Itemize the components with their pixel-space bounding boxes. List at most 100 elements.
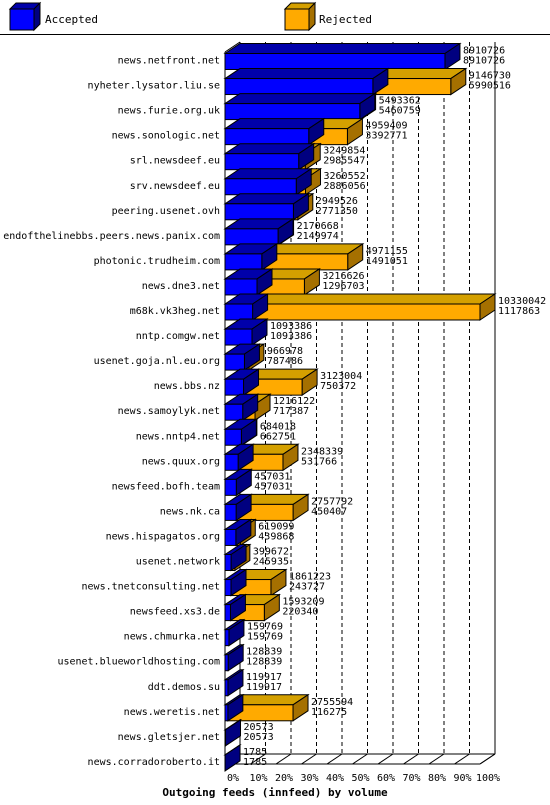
category-label: news.corradoroberto.it: [88, 757, 220, 768]
bar-accepted: [224, 478, 237, 496]
data-label-offered: 2949526: [316, 196, 358, 207]
bar-rejected-top: [250, 293, 497, 305]
bar-accepted: [224, 729, 227, 747]
category-label: news.nntp4.net: [136, 431, 220, 442]
data-label-accepted: 3392771: [365, 131, 407, 142]
x-tick-mark: [301, 753, 317, 765]
data-label-accepted: 243727: [289, 582, 325, 593]
data-label-offered: 9146730: [469, 71, 511, 82]
category-label: ddt.demos.su: [148, 682, 220, 693]
legend-label-accepted: Accepted: [45, 13, 98, 26]
bar-accepted-top: [223, 118, 326, 130]
data-label-offered: 1785: [243, 747, 267, 758]
legend-label-rejected: Rejected: [319, 13, 372, 26]
legend-item-accepted: Accepted: [8, 1, 98, 32]
data-label-offered: 1093386: [270, 321, 312, 332]
data-label-offered: 4959409: [365, 121, 407, 132]
x-tick-mark: [479, 753, 496, 765]
category-label: news.bbs.nz: [154, 381, 220, 392]
category-label: news.samoylyk.net: [118, 406, 220, 417]
x-tick-label: 30%: [300, 773, 318, 784]
x-tick-mark: [428, 753, 445, 765]
category-label: usenet.network: [136, 557, 220, 568]
data-label-offered: 3216626: [322, 271, 364, 282]
bar-accepted-side: [225, 718, 242, 747]
data-label-offered: 1861223: [289, 572, 331, 583]
data-label-accepted: 531766: [301, 456, 337, 467]
category-label: srl.newsdeef.eu: [130, 156, 220, 167]
category-label: news.weretis.net: [124, 707, 220, 718]
data-label-accepted: 1117863: [498, 306, 540, 317]
bar-accepted: [224, 579, 232, 597]
data-label-offered: 128839: [246, 647, 282, 658]
category-label: photonic.trudheim.com: [94, 256, 220, 267]
data-label-offered: 10330042: [498, 296, 546, 307]
category-label: nyheter.lysator.liu.se: [88, 81, 220, 92]
data-label-offered: 8910726: [463, 46, 505, 57]
bar-accepted: [224, 503, 237, 521]
bar-accepted: [224, 629, 230, 647]
data-label-offered: 1593209: [282, 597, 324, 608]
data-label-offered: 3249854: [323, 146, 365, 157]
data-label-offered: 3123004: [320, 371, 362, 382]
x-tick-mark: [454, 753, 470, 765]
data-label-accepted: 1785: [243, 757, 267, 768]
data-label-accepted: 2149974: [297, 231, 339, 242]
data-label-accepted: 1296703: [322, 281, 364, 292]
x-tick-label: 50%: [351, 773, 369, 784]
x-tick-label: 40%: [326, 773, 344, 784]
data-label-offered: 119917: [246, 672, 282, 683]
data-label-accepted: 2886056: [323, 181, 365, 192]
bar-accepted: [224, 203, 294, 221]
category-label: news.dne3.net: [142, 281, 220, 292]
data-label-accepted: 662751: [260, 431, 296, 442]
bar-accepted: [224, 153, 300, 171]
data-label-accepted: 119917: [246, 682, 282, 693]
category-label: news.chmurka.net: [124, 632, 220, 643]
bar-accepted: [224, 303, 254, 321]
data-label-accepted: 2985547: [323, 156, 365, 167]
data-label-accepted: 450407: [311, 506, 347, 517]
category-label: endofthelinebbs.peers.news.panix.com: [3, 231, 220, 242]
data-label-accepted: 5990516: [469, 81, 511, 92]
category-label: srv.newsdeef.eu: [130, 181, 220, 192]
x-tick-label: 80%: [428, 773, 446, 784]
data-label-offered: 2755594: [311, 697, 353, 708]
bar-accepted: [224, 353, 245, 371]
bar-accepted-side: [224, 743, 241, 772]
data-label-accepted: 128839: [246, 657, 282, 668]
category-label: newsfeed.bofh.team: [112, 481, 220, 492]
bar-accepted: [224, 654, 229, 672]
bar-accepted-top: [223, 43, 462, 54]
x-tick-label: 60%: [377, 773, 395, 784]
x-tick-mark: [275, 753, 292, 765]
bar-accepted: [224, 528, 237, 546]
category-label: news.nk.ca: [160, 506, 220, 517]
legend-swatch-accepted: [9, 8, 35, 31]
data-label-accepted: 245935: [253, 557, 289, 568]
category-label: newsfeed.xs3.de: [130, 607, 220, 618]
bar-accepted: [224, 604, 231, 622]
plot-top-edge: [224, 41, 241, 53]
data-label-offered: 4971155: [366, 246, 408, 257]
x-tick-label: 20%: [275, 773, 293, 784]
data-label-accepted: 220340: [282, 607, 318, 618]
data-label-accepted: 750372: [320, 381, 356, 392]
legend: Accepted Rejected: [0, 1, 550, 35]
data-label-accepted: 2771350: [316, 206, 358, 217]
data-label-offered: 2757792: [311, 496, 353, 507]
x-tick-label: 70%: [402, 773, 420, 784]
data-label-offered: 2170668: [297, 221, 339, 232]
bar-accepted: [224, 453, 239, 471]
data-label-offered: 3260552: [323, 171, 365, 182]
x-tick-mark: [377, 753, 394, 765]
data-label-offered: 1216122: [273, 396, 315, 407]
category-label: news.netfront.net: [118, 56, 220, 67]
chart-title: Outgoing feeds (innfeed) by volume: [162, 786, 388, 799]
x-tick-label: 90%: [453, 773, 471, 784]
category-label: peering.usenet.ovh: [112, 206, 220, 217]
data-label-accepted: 159769: [247, 632, 283, 643]
x-tick-mark: [403, 753, 419, 765]
data-label-accepted: 1093386: [270, 331, 312, 342]
data-label-offered: 159769: [247, 622, 283, 633]
